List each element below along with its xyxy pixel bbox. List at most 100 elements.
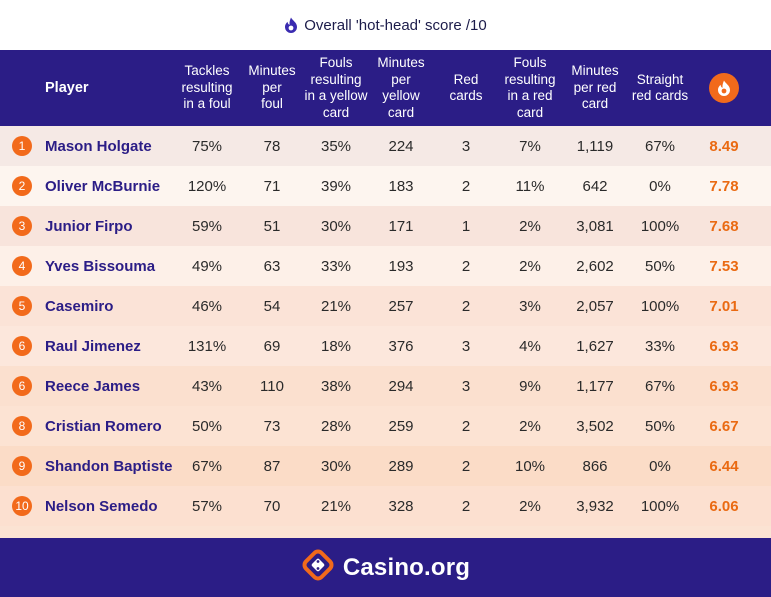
cell-fouls-yellow: 21% (320, 297, 352, 315)
rank-badge: 3 (12, 216, 32, 236)
cell-red-cards: 3 (461, 337, 471, 355)
score-legend: Overall 'hot-head' score /10 (0, 0, 771, 50)
cell-score: 6.06 (709, 497, 739, 515)
rank-badge: 9 (12, 456, 32, 476)
cell-fouls-yellow: 30% (320, 217, 352, 235)
player-name: Casemiro (45, 297, 114, 315)
legend-text: Overall 'hot-head' score /10 (304, 16, 487, 34)
table-row: 1 Mason Holgate 75% 78 35% 224 3 7% 1,119 67% 8.49 (0, 126, 771, 166)
cell-red-cards: 1 (461, 217, 471, 235)
cell-fouls-red: 2% (519, 257, 541, 275)
cell-min-per-foul: 69 (263, 337, 281, 355)
cell-red-cards: 2 (461, 457, 471, 475)
cell-min-per-foul: 110 (260, 377, 284, 395)
cell-tackles: 59% (191, 217, 223, 235)
cell-score: 6.67 (709, 417, 739, 435)
cell-min-per-yellow: 224 (388, 137, 414, 155)
header-minutes-per-red: Minutes per red card (571, 63, 619, 112)
table-body: 1 Mason Holgate 75% 78 35% 224 3 7% 1,119 67% 8.49… (0, 126, 771, 526)
player-name: Mason Holgate (45, 137, 152, 155)
cell-fouls-yellow: 18% (320, 337, 352, 355)
player-name: Cristian Romero (45, 417, 162, 435)
cell-straight-red: 100% (640, 217, 680, 235)
cell-min-per-red: 3,502 (576, 417, 614, 435)
player-name: Reece James (45, 377, 141, 395)
cell-fouls-red: 3% (519, 297, 541, 315)
cell-tackles: 43% (191, 377, 223, 395)
cell-min-per-yellow: 257 (388, 297, 414, 315)
cell-min-per-red: 3,081 (576, 217, 614, 235)
cell-fouls-red: 9% (519, 377, 541, 395)
cell-tackles: 75% (191, 137, 223, 155)
cell-fouls-yellow: 30% (320, 457, 352, 475)
cell-min-per-yellow: 294 (388, 377, 414, 395)
header-tackles-in-foul: Tackles resulting in a foul (181, 63, 233, 112)
cell-tackles: 131% (187, 337, 227, 355)
cell-red-cards: 2 (461, 257, 471, 275)
cell-straight-red: 0% (649, 457, 671, 475)
cell-min-per-yellow: 259 (388, 417, 414, 435)
header-red-cards: Red cards (449, 71, 483, 104)
cell-min-per-foul: 73 (263, 417, 281, 435)
player-name: Raul Jimenez (45, 337, 141, 355)
cell-red-cards: 2 (461, 177, 471, 195)
header-straight-red: Straight red cards (631, 71, 689, 104)
rank-badge: 4 (12, 256, 32, 276)
cell-straight-red: 100% (640, 297, 680, 315)
flame-icon (709, 73, 739, 103)
cell-tackles: 50% (191, 417, 223, 435)
player-name: Oliver McBurnie (45, 177, 161, 195)
table-row: 10 Nelson Semedo 57% 70 21% 328 2 2% 3,932 100% 6.… (0, 486, 771, 526)
cell-min-per-red: 3,932 (576, 497, 614, 515)
cell-min-per-red: 1,177 (576, 377, 614, 395)
cell-fouls-red: 11% (515, 177, 545, 195)
casino-dice-logo-icon (301, 548, 335, 587)
cell-straight-red: 50% (644, 417, 676, 435)
cell-min-per-yellow: 328 (388, 497, 414, 515)
table-row: 8 Cristian Romero 50% 73 28% 259 2 2% 3,502 50% 6.… (0, 406, 771, 446)
rank-badge: 1 (12, 136, 32, 156)
cell-red-cards: 2 (461, 497, 471, 515)
header-score (706, 50, 742, 126)
cell-red-cards: 2 (461, 417, 471, 435)
rank-badge: 6 (12, 376, 32, 396)
header-minutes-per-foul: Minutes per foul (248, 63, 296, 112)
cell-red-cards: 3 (461, 137, 471, 155)
cell-min-per-yellow: 376 (388, 337, 414, 355)
cell-fouls-red: 7% (519, 137, 541, 155)
rank-badge: 8 (12, 416, 32, 436)
cell-min-per-foul: 63 (263, 257, 281, 275)
rank-badge: 10 (12, 496, 32, 516)
cell-score: 8.49 (709, 137, 739, 155)
table-row: 4 Yves Bissouma 49% 63 33% 193 2 2% 2,602 50% 7.53 (0, 246, 771, 286)
rank-badge: 2 (12, 176, 32, 196)
cell-min-per-foul: 87 (263, 457, 281, 475)
player-name: Yves Bissouma (45, 257, 156, 275)
cell-min-per-foul: 78 (263, 137, 281, 155)
cell-min-per-red: 1,119 (576, 137, 614, 155)
cell-straight-red: 67% (644, 377, 676, 395)
cell-min-per-foul: 51 (263, 217, 281, 235)
table-row: 9 Shandon Baptiste 67% 87 30% 289 2 10% 866 0% 6.4… (0, 446, 771, 486)
cell-fouls-yellow: 38% (320, 377, 352, 395)
cell-min-per-red: 642 (582, 177, 608, 195)
cell-fouls-yellow: 21% (320, 497, 352, 515)
cell-red-cards: 2 (461, 297, 471, 315)
cell-tackles: 57% (191, 497, 223, 515)
cell-min-per-foul: 71 (263, 177, 281, 195)
cell-score: 7.01 (709, 297, 739, 315)
cell-min-per-red: 866 (582, 457, 608, 475)
table-row: 6 Reece James 43% 110 38% 294 3 9% 1,177 67% 6.93 (0, 366, 771, 406)
cell-fouls-red: 10% (514, 457, 546, 475)
cell-score: 7.78 (709, 177, 739, 195)
cell-fouls-red: 2% (519, 497, 541, 515)
cell-fouls-yellow: 35% (320, 137, 352, 155)
player-name: Nelson Semedo (45, 497, 158, 515)
cell-min-per-yellow: 171 (388, 217, 414, 235)
table-row: 5 Casemiro 46% 54 21% 257 2 3% 2,057 100% 7.01 (0, 286, 771, 326)
cell-tackles: 46% (191, 297, 223, 315)
table-row: 2 Oliver McBurnie 120% 71 39% 183 2 11% 642 0% 7.7… (0, 166, 771, 206)
cell-straight-red: 0% (649, 177, 671, 195)
cell-min-per-yellow: 193 (388, 257, 414, 275)
cell-min-per-red: 2,602 (576, 257, 614, 275)
